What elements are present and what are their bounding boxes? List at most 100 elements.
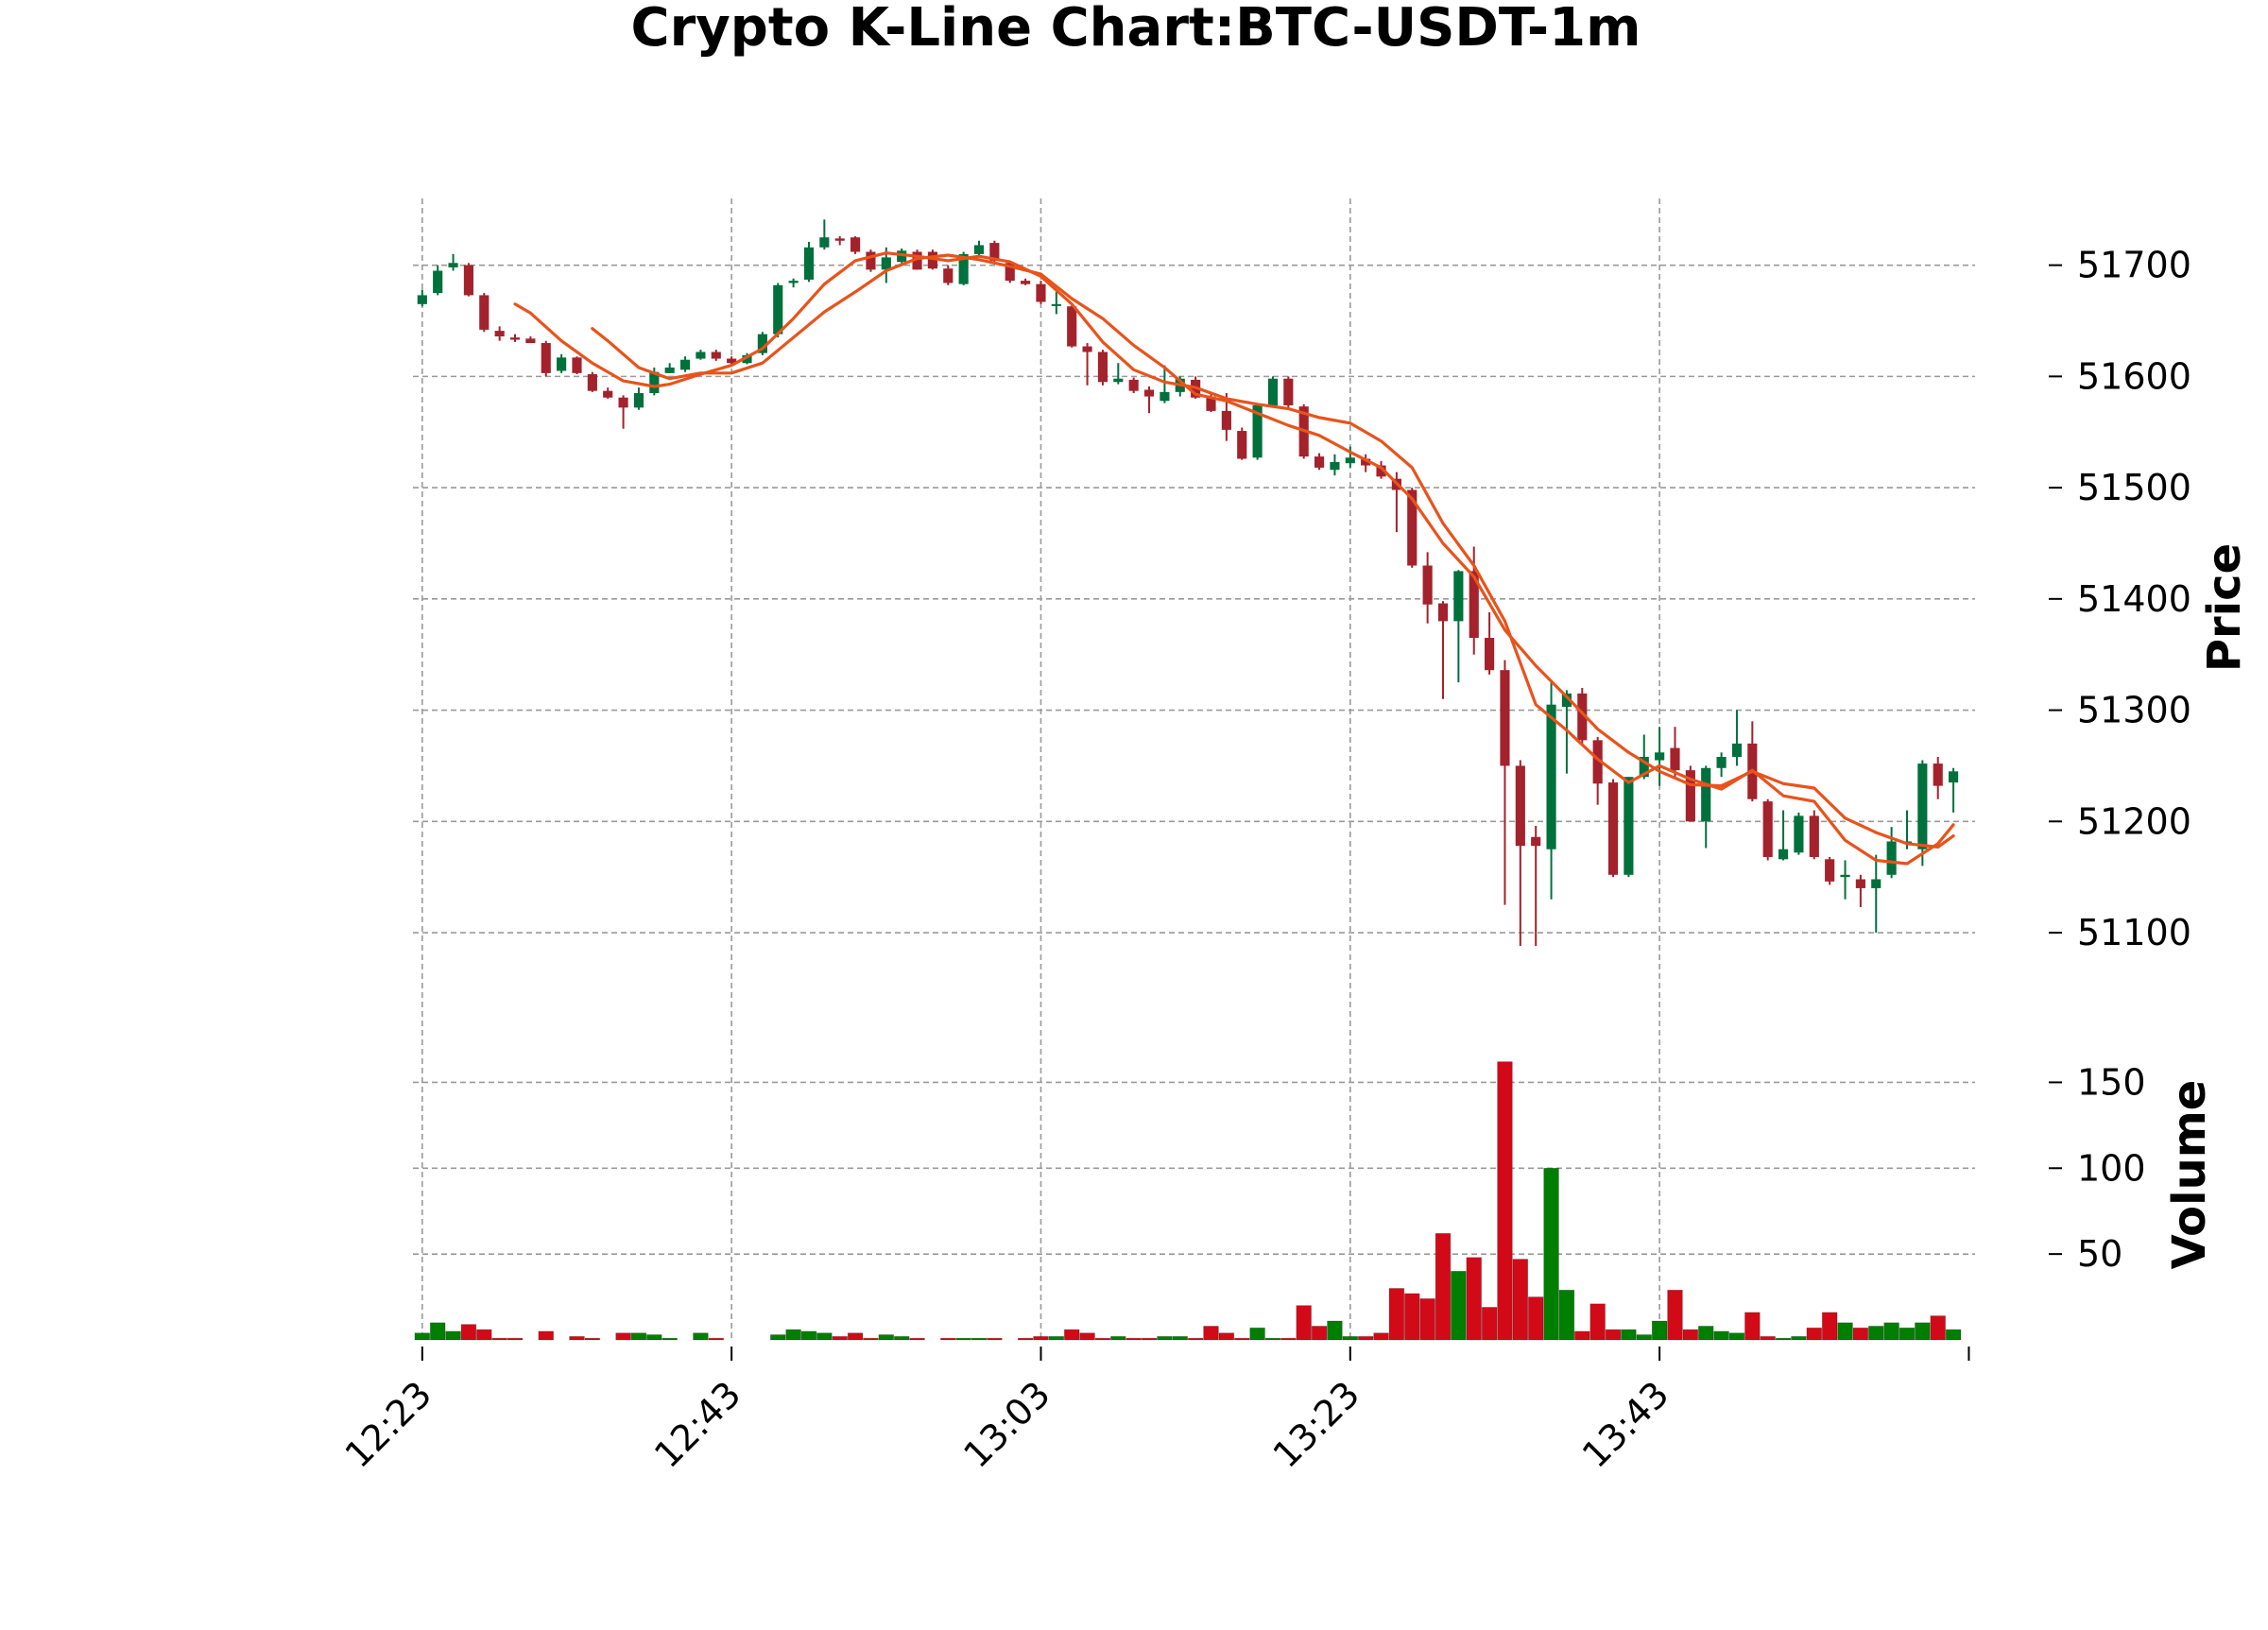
candle-body (633, 393, 644, 408)
volume-bar (1233, 1337, 1250, 1341)
candle-body (1051, 303, 1061, 306)
volume-tick-label: 150 (2077, 1061, 2146, 1103)
candle-body (866, 251, 876, 270)
candle-body (973, 245, 985, 254)
candle-body (557, 357, 567, 371)
candle-body (1655, 752, 1665, 761)
volume-bar (1527, 1296, 1544, 1341)
volume-bar (1466, 1257, 1482, 1341)
volume-bar (1033, 1335, 1049, 1341)
candle-body (649, 371, 660, 394)
candle-body (1716, 757, 1727, 768)
volume-bar (940, 1337, 956, 1341)
volume-bar (1852, 1327, 1869, 1341)
candle-body (1731, 743, 1743, 758)
volume-bar (538, 1330, 555, 1341)
volume-bar (1899, 1327, 1916, 1341)
volume-bar (1497, 1061, 1513, 1341)
volume-bar (1218, 1332, 1235, 1341)
candle-body (1206, 396, 1216, 411)
candle-body (1778, 849, 1789, 860)
volume-tick-label: 100 (2077, 1147, 2146, 1189)
candle-body (1113, 378, 1124, 383)
candle-body (679, 359, 691, 370)
candle-body (1762, 801, 1773, 857)
volume-bar (1481, 1307, 1498, 1341)
candle-body (1794, 815, 1804, 853)
candle-body (1933, 764, 1943, 786)
candle-body (1855, 879, 1865, 888)
candle-body (696, 352, 706, 359)
volume-bar (630, 1332, 647, 1341)
volume-bar (816, 1332, 833, 1341)
candle-body (1143, 389, 1155, 397)
moving-average-line (591, 253, 1955, 849)
volume-bar (1419, 1297, 1435, 1341)
volume-bar (1048, 1335, 1065, 1341)
volume-bar (1342, 1335, 1359, 1341)
volume-bar (955, 1337, 971, 1341)
volume-bar (1589, 1303, 1606, 1341)
volume-bar (1837, 1322, 1853, 1341)
candle-body (1376, 465, 1386, 477)
volume-bar (662, 1337, 678, 1341)
volume-bar (1558, 1289, 1575, 1341)
volume-bar (1388, 1288, 1405, 1341)
volume-tick-label: 50 (2077, 1233, 2122, 1275)
candle-body (897, 250, 907, 263)
volume-bar (445, 1330, 461, 1341)
volume-bar (1435, 1232, 1452, 1341)
volume-bar (971, 1337, 988, 1341)
candle-body (618, 397, 628, 408)
volume-bar (1883, 1322, 1899, 1341)
candle-body (541, 343, 551, 373)
candle-body (958, 253, 969, 284)
volume-bar (1867, 1326, 1884, 1341)
candle-body (1160, 391, 1170, 402)
volume-bar (1791, 1335, 1807, 1341)
volume-axis-label: Volume (2163, 1080, 2216, 1270)
volume-bar (769, 1334, 786, 1341)
candle-body (1330, 462, 1340, 471)
price-tick-label: 51300 (2077, 690, 2191, 731)
candle-body (943, 268, 954, 283)
volume-bar (1605, 1329, 1622, 1341)
volume-bar (1249, 1327, 1265, 1341)
candle-body (448, 263, 458, 267)
volume-bar (1172, 1335, 1189, 1341)
candle-body (1840, 874, 1850, 878)
candle-body (1531, 836, 1541, 847)
chart-title: Crypto K-Line Chart:BTC-USDT-1m (631, 0, 1641, 59)
volume-bar (1930, 1315, 1946, 1341)
volume-bar (863, 1337, 879, 1341)
candle-body (850, 237, 861, 252)
candle-body (1021, 281, 1031, 284)
volume-bar (1157, 1335, 1173, 1341)
volume-bar (1667, 1289, 1683, 1341)
volume-bar (800, 1330, 817, 1341)
time-tick-label: 13:43 (1574, 1373, 1677, 1476)
volume-bar (476, 1329, 492, 1341)
candle-body (572, 357, 582, 373)
volume-bar (1512, 1259, 1529, 1341)
volume-bar (615, 1332, 631, 1341)
volume-bar (1404, 1293, 1420, 1341)
volume-layer (414, 1061, 1962, 1341)
candle-body (773, 284, 783, 335)
volume-bar (847, 1332, 864, 1341)
price-tick-label: 51700 (2077, 245, 2191, 286)
grid-layer (413, 198, 1975, 1340)
volume-bar (429, 1322, 446, 1341)
candle-body (1407, 489, 1418, 566)
volume-bar (1915, 1322, 1931, 1341)
volume-bar (1327, 1320, 1343, 1341)
volume-bar (1682, 1329, 1699, 1341)
candle-body (479, 295, 490, 330)
candle-body (711, 352, 721, 359)
volume-bar (1775, 1337, 1792, 1341)
candle-body (417, 295, 427, 304)
candle-body (509, 337, 521, 340)
candle-body (742, 355, 752, 364)
volume-bar (1543, 1167, 1559, 1341)
volume-bar (1311, 1326, 1328, 1341)
